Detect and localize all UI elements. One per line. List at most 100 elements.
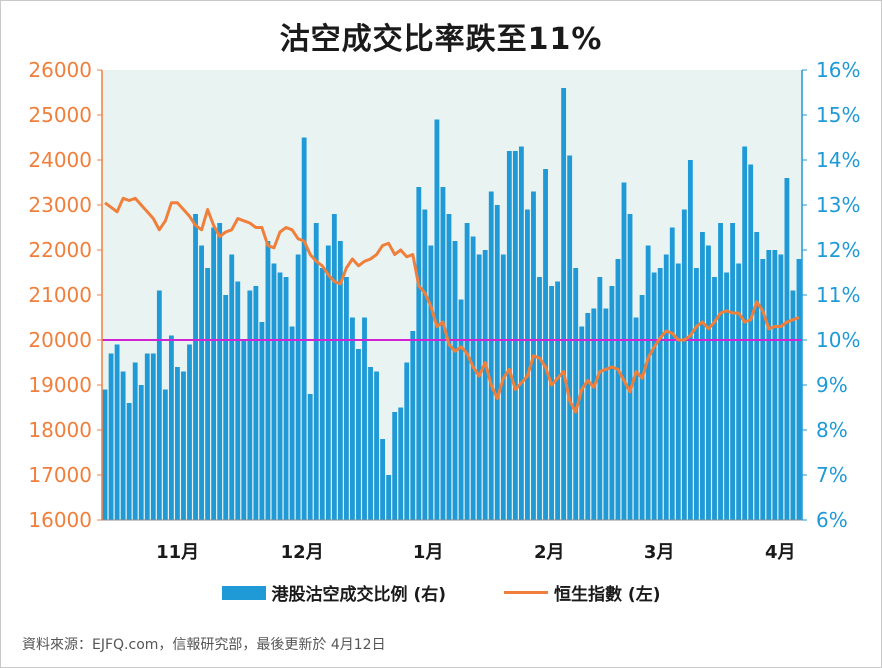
bar (724, 272, 729, 520)
left-tick-label: 19000 (28, 373, 92, 397)
bar (591, 308, 597, 520)
right-tick-label: 14% (816, 148, 860, 172)
bar (247, 290, 253, 520)
bar (651, 272, 657, 520)
bar (464, 223, 470, 520)
bar (760, 259, 766, 520)
bar (506, 151, 512, 520)
bar (362, 317, 367, 520)
bar (114, 344, 120, 520)
bar (126, 403, 132, 520)
bar (657, 268, 663, 520)
legend-line-swatch (504, 591, 548, 594)
bar (434, 119, 440, 520)
bar (313, 223, 319, 520)
bar (277, 272, 283, 520)
bar (168, 335, 174, 520)
bar (374, 371, 379, 520)
right-tick-label: 8% (816, 418, 848, 442)
bar (265, 241, 271, 520)
x-tick-label: 1月 (413, 542, 444, 563)
bar (645, 245, 651, 520)
bar (470, 236, 476, 520)
bar (736, 263, 742, 520)
bar (325, 245, 331, 520)
x-tick-label: 3月 (644, 542, 675, 563)
bar (567, 155, 573, 520)
bar (458, 299, 464, 520)
bar (476, 254, 482, 520)
chart-title: 沽空成交比率跌至11% (279, 22, 603, 57)
x-tick-label: 12月 (281, 542, 324, 563)
bar (295, 254, 301, 520)
bar (639, 295, 645, 520)
bar (518, 146, 524, 520)
source-footnote: 資料來源：EJFQ.com，信報研究部，最後更新於 4月12日 (22, 637, 386, 653)
bar (555, 281, 561, 520)
bar (766, 250, 772, 520)
bar (398, 407, 404, 520)
left-tick-label: 24000 (28, 148, 92, 172)
bar (150, 353, 156, 520)
right-tick-label: 10% (816, 328, 860, 352)
bar (271, 263, 277, 520)
bar (494, 205, 500, 520)
bar (500, 254, 506, 520)
bar (138, 385, 144, 520)
bar (543, 169, 548, 520)
bar (337, 241, 343, 520)
bar (748, 164, 754, 520)
bar (356, 349, 361, 520)
x-tick-label: 11月 (156, 542, 199, 563)
right-tick-label: 12% (816, 238, 860, 262)
bar (217, 223, 223, 520)
bar (772, 250, 778, 520)
bar (156, 290, 162, 520)
left-tick-label: 21000 (28, 283, 92, 307)
bar (235, 281, 241, 520)
bar (573, 268, 579, 520)
bar (404, 362, 410, 520)
bar (549, 286, 554, 520)
x-tick-label: 4月 (765, 542, 796, 563)
bar (700, 232, 705, 520)
legend-item-line: 恒生指數 (左) (504, 580, 660, 605)
bar (609, 286, 615, 520)
bar (561, 88, 567, 520)
bar (597, 277, 603, 520)
bar (537, 277, 542, 520)
left-tick-label: 18000 (28, 418, 92, 442)
left-tick-label: 20000 (28, 328, 92, 352)
bar (579, 326, 585, 520)
bar (386, 475, 392, 520)
bar (440, 187, 446, 520)
bar (778, 254, 784, 520)
bar (253, 286, 259, 520)
bar (754, 232, 760, 520)
legend-line-label: 恒生指數 (左) (554, 585, 661, 605)
left-tick-label: 16000 (28, 508, 92, 532)
bar (187, 344, 192, 520)
bar (615, 259, 621, 520)
bar (223, 295, 229, 520)
bar (331, 214, 337, 520)
left-tick-label: 26000 (28, 58, 92, 82)
bar (108, 353, 114, 520)
bar (603, 308, 609, 520)
bar (488, 191, 494, 520)
bar (181, 371, 186, 520)
right-tick-label: 9% (816, 373, 848, 397)
bar (796, 259, 802, 520)
bar (307, 394, 313, 520)
bar (120, 371, 126, 520)
bar (350, 317, 355, 520)
bar (718, 223, 723, 520)
right-tick-label: 15% (816, 103, 860, 127)
bar (301, 137, 307, 520)
right-tick-label: 11% (816, 283, 860, 307)
right-tick-label: 6% (816, 508, 848, 532)
legend-bars-label: 港股沽空成交比例 (右) (271, 585, 446, 605)
bar (693, 268, 699, 520)
bar (175, 367, 180, 520)
